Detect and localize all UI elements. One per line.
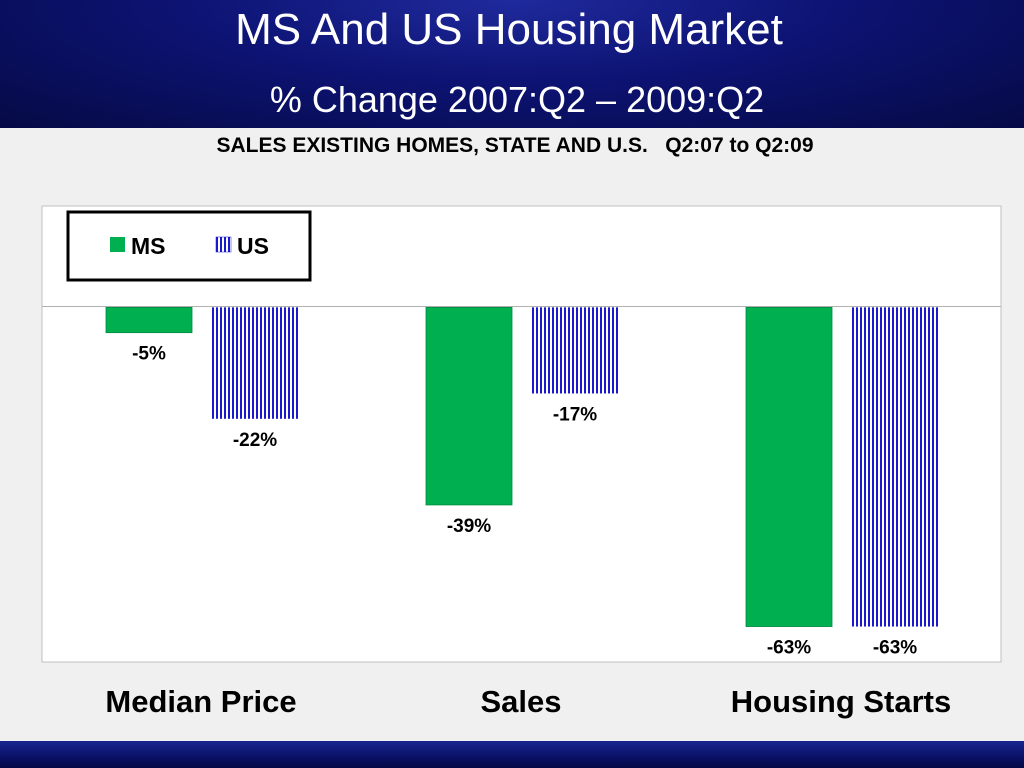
chart-title: SALES EXISTING HOMES, STATE AND U.S. Q2:… — [216, 134, 814, 157]
legend-swatch-ms — [110, 237, 125, 252]
data-label-us-sales: -17% — [553, 404, 597, 425]
slide-footer-bar — [0, 741, 1024, 768]
slide-title: MS And US Housing Market — [235, 5, 783, 54]
legend-label-us: US — [237, 233, 269, 259]
legend-box — [66, 210, 312, 282]
slide-subtitle: % Change 2007:Q2 – 2009:Q2 — [269, 79, 765, 120]
bar-us-sales — [532, 307, 618, 394]
category-label-median-price: Median Price — [105, 684, 297, 719]
legend-swatch-us — [215, 236, 232, 253]
data-label-us-median-price: -22% — [233, 430, 277, 451]
data-label-us-housing-starts: -63% — [873, 638, 917, 659]
data-label-ms-median-price: -5% — [132, 344, 166, 365]
category-label-sales: Sales — [480, 684, 562, 719]
bar-us-housing-starts — [852, 307, 938, 627]
bar-ms-median-price — [105, 306, 193, 334]
data-label-ms-housing-starts: -63% — [767, 638, 811, 659]
bar-ms-sales — [425, 306, 513, 506]
legend: MS US — [66, 210, 312, 282]
data-label-ms-sales: -39% — [447, 516, 491, 537]
bar-us-median-price — [212, 307, 298, 419]
bar-ms-housing-starts — [745, 306, 833, 627]
plot-area — [41, 205, 1002, 663]
legend-label-ms: MS — [131, 233, 166, 259]
slide-header: MS And US Housing Market % Change 2007:Q… — [0, 0, 1024, 128]
category-label-housing-starts: Housing Starts — [730, 684, 952, 719]
